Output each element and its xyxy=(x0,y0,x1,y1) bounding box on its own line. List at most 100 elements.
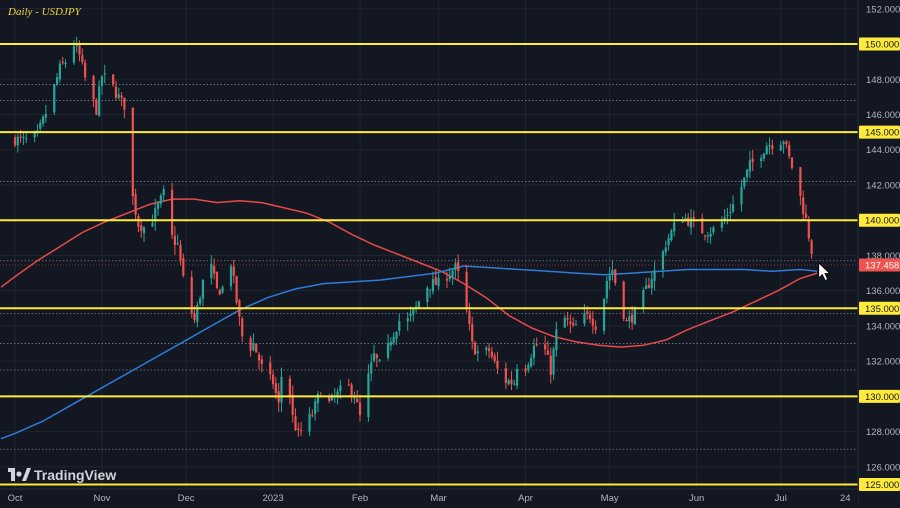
candle xyxy=(743,177,746,190)
candle-body xyxy=(353,397,356,399)
candle-body xyxy=(667,238,670,246)
candle xyxy=(260,355,263,373)
candle-body xyxy=(673,222,676,232)
candle-body xyxy=(532,345,536,358)
candle-body xyxy=(271,374,275,385)
horizontal-levels[interactable] xyxy=(0,43,858,486)
candle-body xyxy=(622,281,625,319)
candle-body xyxy=(297,428,300,431)
candle xyxy=(810,238,813,259)
candle xyxy=(300,421,303,437)
candle-body xyxy=(807,219,810,239)
candle-body xyxy=(199,298,202,304)
candle xyxy=(535,337,538,347)
candle xyxy=(429,289,432,298)
candle xyxy=(487,343,491,359)
candle-body xyxy=(112,74,115,85)
time-axis[interactable]: Oct Nov Dec 2023 Feb Mar Apr May Jun Jul 24 xyxy=(0,488,858,508)
candle-body xyxy=(215,271,219,288)
candle xyxy=(232,259,235,284)
candle xyxy=(395,331,398,345)
candle-body xyxy=(294,416,297,430)
candle-body xyxy=(358,402,362,416)
candle-body xyxy=(159,195,162,204)
candle xyxy=(572,317,575,328)
candle xyxy=(274,376,277,400)
candle-body xyxy=(765,146,768,155)
candle-body xyxy=(555,329,558,351)
candle-body xyxy=(731,204,735,212)
candle xyxy=(765,142,768,155)
candle-body xyxy=(712,227,715,233)
candle-body xyxy=(454,263,457,270)
candle xyxy=(771,139,774,155)
candle-body xyxy=(375,354,378,358)
candle-body xyxy=(684,217,687,220)
candle-body xyxy=(170,189,174,235)
candle xyxy=(790,157,794,170)
candle xyxy=(426,285,429,309)
candle xyxy=(485,345,488,356)
time-tick-label: 2023 xyxy=(262,493,283,504)
candle xyxy=(154,198,157,231)
candle xyxy=(36,124,39,137)
candle xyxy=(98,80,101,118)
time-axis-panel[interactable] xyxy=(0,489,858,508)
candle-body xyxy=(530,358,533,367)
time-tick-label: Oct xyxy=(8,493,23,504)
candle-body xyxy=(33,131,36,138)
candle-body xyxy=(114,86,118,98)
level-price-tag xyxy=(859,389,900,403)
candle xyxy=(465,264,468,313)
candle xyxy=(271,369,275,389)
candle-body xyxy=(249,338,252,351)
candle xyxy=(218,288,221,295)
level-price-label: 150.000 xyxy=(865,40,899,51)
candle-body xyxy=(546,350,550,355)
candle-body xyxy=(64,62,67,65)
candle-body xyxy=(162,189,165,196)
time-tick-label: Jul xyxy=(775,493,787,504)
price-tick-label: 148.000 xyxy=(866,75,900,86)
candle xyxy=(445,271,449,288)
price-axis[interactable]: 152.000 150.000 148.000 146.000 145.000 144.0… xyxy=(859,4,900,491)
candle xyxy=(703,234,707,241)
dotted-levels xyxy=(0,84,858,450)
candles xyxy=(13,36,813,437)
candle xyxy=(182,253,185,278)
candle-body xyxy=(395,331,398,339)
candle-body xyxy=(260,359,263,364)
candle xyxy=(473,340,477,355)
candle-body xyxy=(429,289,432,291)
price-tick-label: 138.000 xyxy=(866,251,900,262)
candle xyxy=(39,119,42,132)
candle-body xyxy=(642,290,645,309)
candle-body xyxy=(190,277,193,314)
candle xyxy=(213,258,216,280)
candle-body xyxy=(58,63,61,80)
candle-body xyxy=(19,136,22,138)
candle xyxy=(431,271,435,295)
candle-body xyxy=(687,217,690,226)
candle-body xyxy=(193,313,196,320)
candle xyxy=(804,204,808,219)
candle-body xyxy=(201,279,205,299)
candle xyxy=(471,316,474,350)
candle-body xyxy=(804,213,808,219)
candle xyxy=(762,152,766,162)
price-axis-panel[interactable] xyxy=(858,0,900,508)
candle xyxy=(434,269,437,285)
candle-body xyxy=(13,137,17,146)
candle-body xyxy=(417,301,421,309)
candle xyxy=(358,394,362,422)
chart-title: Daily - USDJPY xyxy=(7,6,83,18)
candle-body xyxy=(120,95,123,98)
candle-body xyxy=(386,343,390,359)
time-tick-label: May xyxy=(601,493,619,504)
candle-body xyxy=(513,383,516,385)
price-tick-label: 126.000 xyxy=(866,462,900,473)
candle-body xyxy=(131,107,134,197)
moving-average-blue-line xyxy=(0,265,818,440)
candle-body xyxy=(288,378,291,396)
